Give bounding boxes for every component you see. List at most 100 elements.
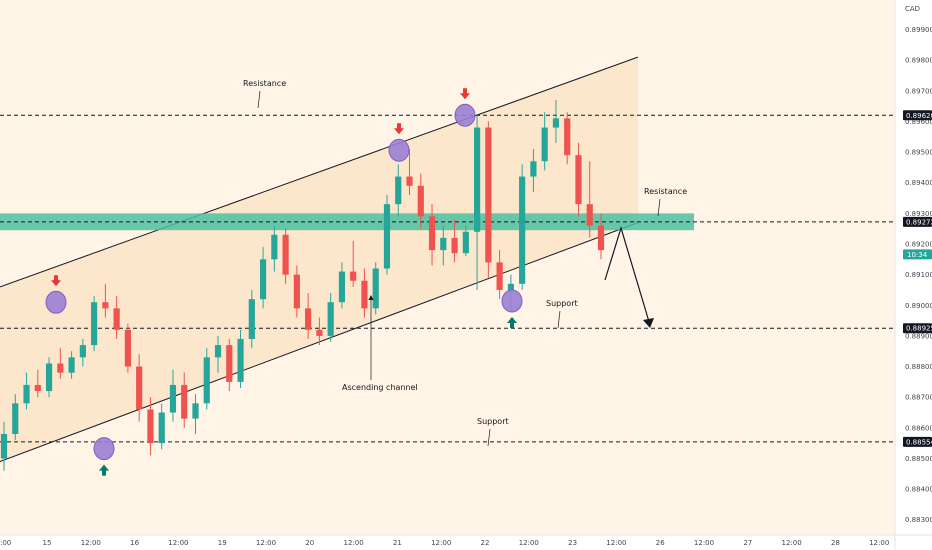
pivot-circle-marker (45, 290, 67, 314)
price-tick-label: 0.89200 (905, 240, 932, 248)
price-tick-label: 0.88700 (905, 394, 932, 402)
price-tick-label: 0.89000 (905, 302, 932, 310)
annotation-channel-label: Ascending channel (342, 383, 418, 392)
projection-layer (604, 225, 654, 328)
price-tick-label: 0.89600 (905, 118, 932, 126)
up-arrow-icon (507, 316, 517, 328)
candle-body (417, 185, 424, 217)
time-tick-label: 28 (831, 539, 840, 547)
candle (406, 149, 413, 195)
time-tick-label: 26 (656, 539, 665, 547)
candle (519, 164, 526, 290)
candle-body (519, 176, 526, 284)
candle-body (226, 345, 233, 382)
annotation-resistance-mid: Resistance (644, 187, 687, 217)
price-tick-label: 0.88400 (905, 486, 932, 494)
price-tag-box (903, 323, 932, 334)
candle (226, 338, 233, 392)
price-tick-label: 0.89300 (905, 210, 932, 218)
candle-body (440, 237, 447, 251)
candle (383, 194, 391, 275)
candle-body (316, 329, 323, 336)
candle-body (259, 259, 267, 300)
candle (12, 394, 19, 441)
time-tick-label: 19 (218, 539, 227, 547)
candle-body (293, 274, 300, 309)
time-tick-label: 20 (305, 539, 314, 547)
candle (147, 397, 154, 456)
annotation-resistance-mid-label: Resistance (644, 187, 687, 196)
pivot-circle-marker (388, 138, 410, 162)
down-arrow-icon (460, 88, 470, 100)
price-tag-resistance-mid: 0.89272 (903, 216, 932, 227)
pivot-circle-marker (454, 103, 476, 127)
candle-body (147, 409, 154, 444)
annotation-support-bottom-pointer (487, 428, 491, 447)
candle-body (169, 384, 177, 413)
candle (350, 240, 357, 287)
currency-label: CAD (905, 5, 920, 13)
time-tick-label: 15 (43, 539, 52, 547)
candles-layer (0, 99, 605, 471)
annotation-resistance-top: Resistance (243, 79, 286, 109)
down-arrow-icon (51, 275, 61, 287)
candle (361, 268, 368, 318)
current-price-box (903, 249, 932, 260)
candle (57, 348, 64, 379)
price-tick-label: 0.89800 (905, 57, 932, 65)
candle-body (248, 299, 255, 339)
annotation-support-mid: Support (546, 299, 578, 329)
candle-body (496, 262, 503, 290)
price-tag-label: 0.89272 (906, 218, 932, 226)
candle-body (158, 412, 165, 444)
candle (124, 323, 132, 373)
candle-body (462, 231, 469, 254)
candle (417, 173, 424, 229)
candle-body (473, 127, 481, 232)
price-tick-label: 0.89100 (905, 271, 932, 279)
price-tag-label: 0.88925 (906, 325, 932, 333)
candle-body (586, 204, 593, 226)
price-tag-box (903, 110, 932, 121)
candle-body (124, 329, 132, 367)
candle (541, 112, 548, 171)
price-axis-panel (895, 0, 932, 550)
candle (586, 161, 593, 238)
candle (440, 225, 447, 266)
projection-arrowhead (643, 318, 654, 328)
candle (496, 250, 503, 300)
annotation-support-mid-pointer (557, 310, 561, 329)
candle (305, 293, 312, 339)
time-tick-label: 12:00 (256, 539, 276, 547)
price-tag-label: 0.88554 (906, 438, 932, 446)
candle (451, 219, 458, 263)
candle-body (530, 161, 537, 177)
candle (79, 338, 86, 367)
candle-body (136, 366, 143, 410)
candle (293, 265, 300, 318)
candle-body (383, 204, 391, 269)
pivot-circle-marker (501, 289, 523, 313)
candle (575, 142, 582, 217)
candle (158, 403, 165, 450)
price-tick-label: 0.88900 (905, 332, 932, 340)
candle (428, 204, 436, 266)
candle (395, 164, 402, 217)
projection-path (604, 225, 651, 326)
annotation-channel: Ascending channel (342, 295, 418, 392)
candle-body (451, 237, 458, 254)
price-tag-box (903, 436, 932, 447)
candle (136, 354, 143, 422)
candle-body (282, 234, 289, 275)
candle (237, 329, 244, 388)
annotation-support-bottom-label: Support (477, 417, 509, 426)
candle (327, 293, 334, 343)
candle-body (12, 403, 19, 434)
time-tick-label: 16 (130, 539, 139, 547)
candle (68, 351, 75, 379)
